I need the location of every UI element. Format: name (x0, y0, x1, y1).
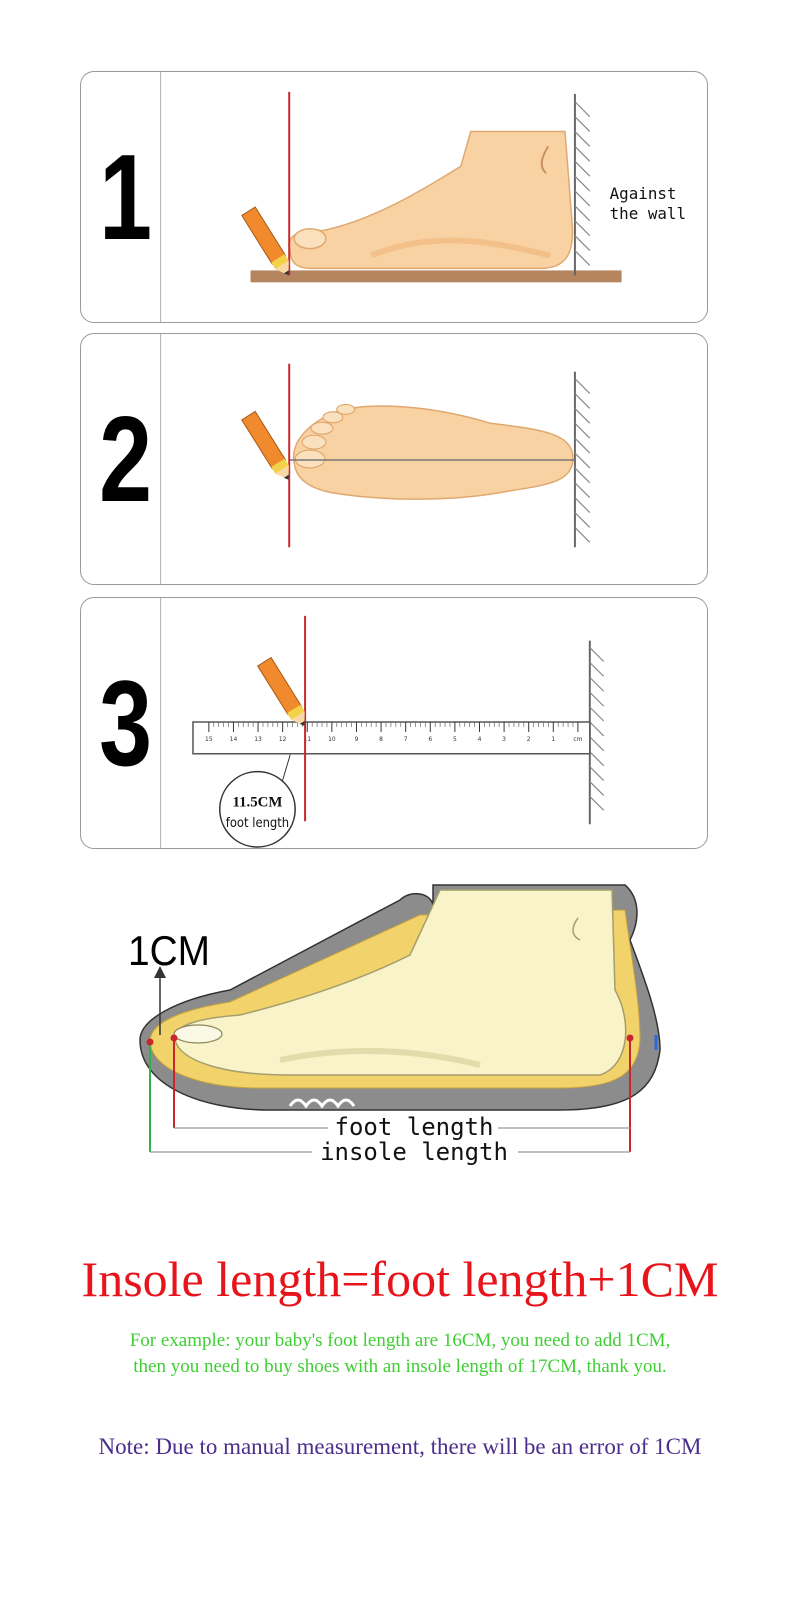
ruler-tick-label: 13 (254, 736, 262, 743)
example-line-2: then you need to buy shoes with an insol… (133, 1356, 667, 1377)
callout-leader (281, 754, 291, 782)
ruler-tick-label: 14 (230, 736, 238, 743)
insole-length-label: insole length (320, 1138, 508, 1166)
ruler-tick-label: 10 (328, 736, 336, 743)
step-3-illustration: 15 14 13 12 11 10 9 8 7 6 5 4 3 2 1 cm 11.5CM foot leng… (192, 615, 605, 848)
step-1-card: 1 Against the wall (80, 71, 708, 323)
pencil-icon (256, 656, 305, 726)
step-number: 2 (91, 334, 162, 584)
wall-hatch (574, 378, 591, 543)
ruler-tick-label: cm (573, 736, 582, 743)
step-1-illustration: Against the wall (241, 91, 686, 283)
ruler-ticks: 15 14 13 12 11 10 9 8 7 6 5 4 3 2 1 cm (205, 722, 583, 743)
formula-headline: Insole length=foot length+1CM (81, 1251, 719, 1307)
tread (288, 1098, 356, 1109)
measurement-note: Note: Due to manual measurement, there w… (98, 1434, 702, 1459)
annotation-line-1: Against (610, 184, 677, 203)
wall-hatch (574, 101, 591, 266)
step-number: 3 (91, 598, 162, 848)
ruler-tick-label: 1 (551, 736, 555, 743)
big-toe (173, 1024, 223, 1044)
ruler-tick-label: 9 (355, 736, 359, 743)
ruler-tick-label: 11 (303, 736, 311, 743)
pencil-icon (241, 206, 289, 276)
ruler (192, 721, 591, 755)
ruler-tick-label: 5 (453, 736, 457, 743)
ruler-tick-label: 8 (379, 736, 383, 743)
step-number: 1 (91, 72, 162, 322)
ruler-tick-label: 12 (279, 736, 287, 743)
allowance-label: 1CM (128, 927, 210, 974)
toes (294, 403, 356, 469)
ruler-tick-label: 6 (428, 736, 432, 743)
foot-length-label: foot length (335, 1113, 494, 1141)
example-line-1: For example: your baby's foot length are… (129, 1330, 671, 1351)
ruler-tick-label: 3 (502, 736, 506, 743)
ruler-tick-label: 15 (205, 736, 213, 743)
ruler-tick-label: 4 (478, 736, 482, 743)
floor (250, 270, 622, 283)
foot (174, 889, 627, 1076)
ruler-tick-label: 2 (527, 736, 531, 743)
reading-value: 11.5CM (232, 794, 282, 810)
ruler-tick-label: 7 (404, 736, 408, 743)
step-2-illustration (241, 363, 591, 548)
insole-diagram: 1CM foot length insole length (128, 884, 661, 1166)
reading-label: foot length (226, 816, 289, 831)
step-3-card: 3 15 14 13 12 11 10 9 8 7 6 5 4 3 2 1 cm 11.5CM foot le… (80, 597, 708, 849)
big-toe (293, 228, 327, 250)
step-2-card: 2 (80, 333, 708, 585)
wall-hatch (589, 647, 605, 811)
annotation-line-2: the wall (610, 204, 686, 223)
reading-callout (219, 770, 296, 848)
pencil-icon (241, 410, 289, 480)
